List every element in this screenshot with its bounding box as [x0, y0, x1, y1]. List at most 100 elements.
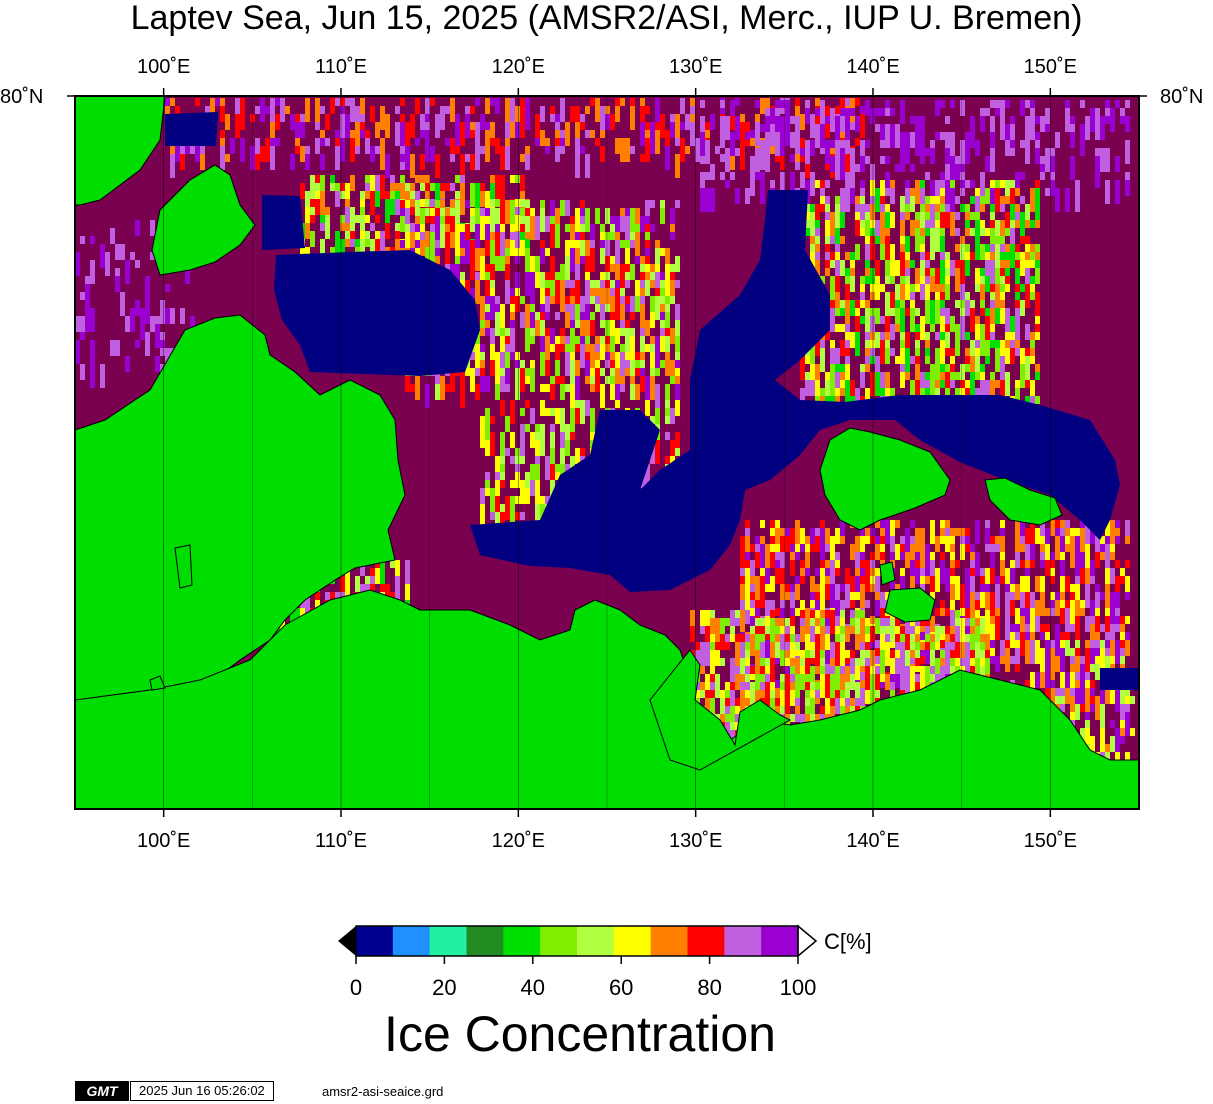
- ice-cell: [740, 610, 745, 626]
- ice-cell: [280, 106, 285, 122]
- ice-cell: [800, 674, 805, 690]
- ice-cell: [185, 260, 190, 284]
- ice-cell: [655, 288, 660, 296]
- ice-cell: [1040, 592, 1045, 616]
- ice-cell: [500, 352, 505, 360]
- ice-cell: [815, 98, 820, 106]
- ice-cell: [340, 223, 345, 231]
- ice-cell: [945, 650, 950, 666]
- ice-cell: [860, 610, 865, 618]
- ice-cell: [810, 690, 815, 698]
- ice-cell: [1070, 584, 1075, 592]
- ice-cell: [640, 98, 645, 106]
- ice-cell: [955, 626, 960, 634]
- ice-cell: [1115, 592, 1120, 608]
- ice-cell: [1030, 672, 1035, 696]
- ice-cell: [445, 216, 450, 224]
- ice-cell: [665, 248, 670, 264]
- ice-cell: [655, 352, 660, 368]
- ice-cell: [595, 138, 600, 146]
- ice-cell: [550, 106, 555, 114]
- ice-cell: [1125, 712, 1130, 736]
- ice-cell: [540, 114, 545, 122]
- ice-cell: [950, 100, 955, 108]
- ice-cell: [1035, 372, 1040, 380]
- ice-cell: [650, 376, 655, 400]
- ice-cell: [620, 138, 625, 162]
- ice-cell: [615, 400, 620, 408]
- ice-cell: [870, 332, 875, 340]
- ice-cell: [885, 618, 890, 626]
- ice-cell: [100, 364, 105, 388]
- ice-cell: [835, 552, 840, 560]
- ice-cell: [945, 204, 950, 212]
- ice-cell: [790, 714, 795, 722]
- ice-cell: [370, 146, 375, 162]
- ice-cell: [925, 640, 930, 664]
- ice-cell: [1095, 608, 1100, 616]
- ice-cell: [940, 212, 945, 236]
- ice-cell: [1075, 704, 1080, 720]
- ice-cell: [520, 175, 525, 199]
- ice-cell: [1075, 648, 1080, 656]
- ice-cell: [445, 232, 450, 248]
- ice-cell: [1070, 560, 1075, 568]
- ice-cell: [940, 236, 945, 260]
- ice-cell: [545, 296, 550, 320]
- ice-cell: [515, 384, 520, 400]
- ice-cell: [350, 175, 355, 191]
- ice-cell: [795, 706, 800, 714]
- ice-cell: [500, 304, 505, 320]
- ice-cell: [795, 584, 800, 600]
- ice-cell: [1100, 728, 1105, 752]
- ice-cell: [925, 260, 930, 268]
- ice-cell: [250, 146, 255, 170]
- ice-cell: [900, 236, 905, 244]
- ice-cell: [995, 108, 1000, 116]
- ice-cell: [235, 114, 240, 138]
- ice-cell: [1085, 568, 1090, 584]
- ice-cell: [460, 154, 465, 178]
- ice-cell: [980, 284, 985, 300]
- ice-cell: [565, 208, 570, 216]
- ice-cell: [265, 106, 270, 114]
- ice-cell: [480, 320, 485, 328]
- ice-cell: [575, 138, 580, 146]
- ice-cell: [1010, 568, 1015, 592]
- ice-cell: [915, 116, 920, 132]
- ice-cell: [220, 138, 225, 146]
- colorbar-tick-label: 80: [697, 975, 722, 1000]
- ice-cell: [815, 204, 820, 220]
- ice-cell: [505, 280, 510, 304]
- ice-cell: [960, 544, 965, 560]
- ice-cell: [945, 308, 950, 324]
- ice-cell: [590, 240, 595, 248]
- ice-cell: [635, 360, 640, 368]
- ice-cell: [880, 388, 885, 396]
- ice-cell: [990, 624, 995, 632]
- ice-cell: [625, 272, 630, 280]
- ice-cell: [745, 682, 750, 690]
- ice-cell: [355, 122, 360, 146]
- ice-cell: [1050, 688, 1055, 712]
- ice-cell: [515, 496, 520, 504]
- ice-cell: [425, 146, 430, 162]
- gmt-logo: GMT: [75, 1081, 129, 1101]
- ice-cell: [1020, 600, 1025, 608]
- ice-cell: [1080, 140, 1085, 148]
- ice-cell: [840, 584, 845, 592]
- ice-cell: [400, 122, 405, 146]
- ice-cell: [1025, 640, 1030, 656]
- ice-cell: [940, 196, 945, 204]
- ice-cell: [340, 215, 345, 223]
- ice-cell: [770, 180, 775, 188]
- ice-cell: [870, 576, 875, 584]
- ice-cell: [940, 528, 945, 536]
- ice-cell: [725, 148, 730, 172]
- ice-cell: [465, 154, 470, 162]
- ice-cell: [1010, 348, 1015, 364]
- ice-cell: [490, 360, 495, 376]
- ice-cell: [840, 308, 845, 316]
- ice-cell: [950, 626, 955, 634]
- ice-cell: [1095, 616, 1100, 632]
